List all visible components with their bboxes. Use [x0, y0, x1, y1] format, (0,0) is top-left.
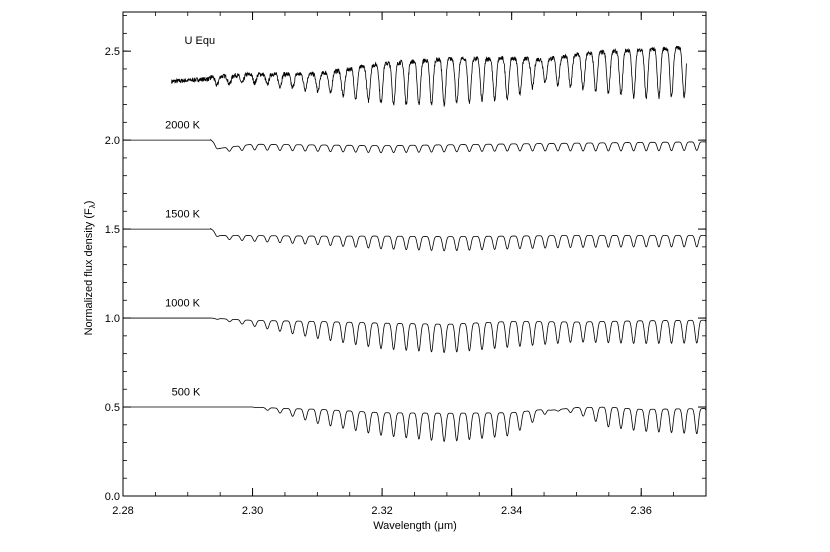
series-label: 500 K — [172, 386, 201, 398]
series-label: 2000 K — [165, 120, 201, 132]
series-line-500-k — [123, 406, 707, 442]
x-axis-title: Wavelength (μm) — [373, 520, 457, 532]
plot-border — [122, 11, 707, 497]
x-tick-label: 2.28 — [112, 505, 133, 517]
series-line-2000-k — [123, 138, 707, 154]
series-line-u-equ — [171, 45, 687, 107]
x-tick-label: 2.34 — [501, 505, 522, 517]
y-axis-title-main: Normalized flux density (F — [83, 208, 95, 335]
series-lines — [123, 45, 707, 442]
series-line-1500-k — [123, 227, 707, 252]
x-tick-label: 2.32 — [371, 505, 392, 517]
series-label: 1500 K — [165, 209, 201, 221]
y-tick-label: 0.0 — [105, 491, 120, 503]
y-tick-label: 1.0 — [105, 313, 120, 325]
y-axis-title-close: ) — [83, 201, 95, 205]
x-tick-label: 2.30 — [242, 505, 263, 517]
series-labels: U Equ 2000 K 1500 K 1000 K 500 K — [165, 35, 215, 398]
x-tick-label: 2.36 — [631, 505, 652, 517]
y-axis-title: Normalized flux density (Fλ) — [83, 201, 97, 336]
axis-ticks — [122, 12, 707, 497]
y-tick-label: 2.0 — [105, 135, 120, 147]
y-tick-label: 1.5 — [105, 224, 120, 236]
axis-tick-labels: 2.28 2.30 2.32 2.34 2.36 0.0 0.5 1.0 1.5 2.0 2.5 — [105, 46, 652, 517]
y-axis-title-sub: λ — [88, 204, 97, 208]
series-line-1000-k — [123, 317, 707, 354]
series-label: 1000 K — [165, 297, 201, 309]
plot-frame — [122, 11, 707, 497]
y-tick-label: 0.5 — [105, 402, 120, 414]
series-label: U Equ — [185, 35, 216, 47]
y-tick-label: 2.5 — [105, 46, 120, 58]
